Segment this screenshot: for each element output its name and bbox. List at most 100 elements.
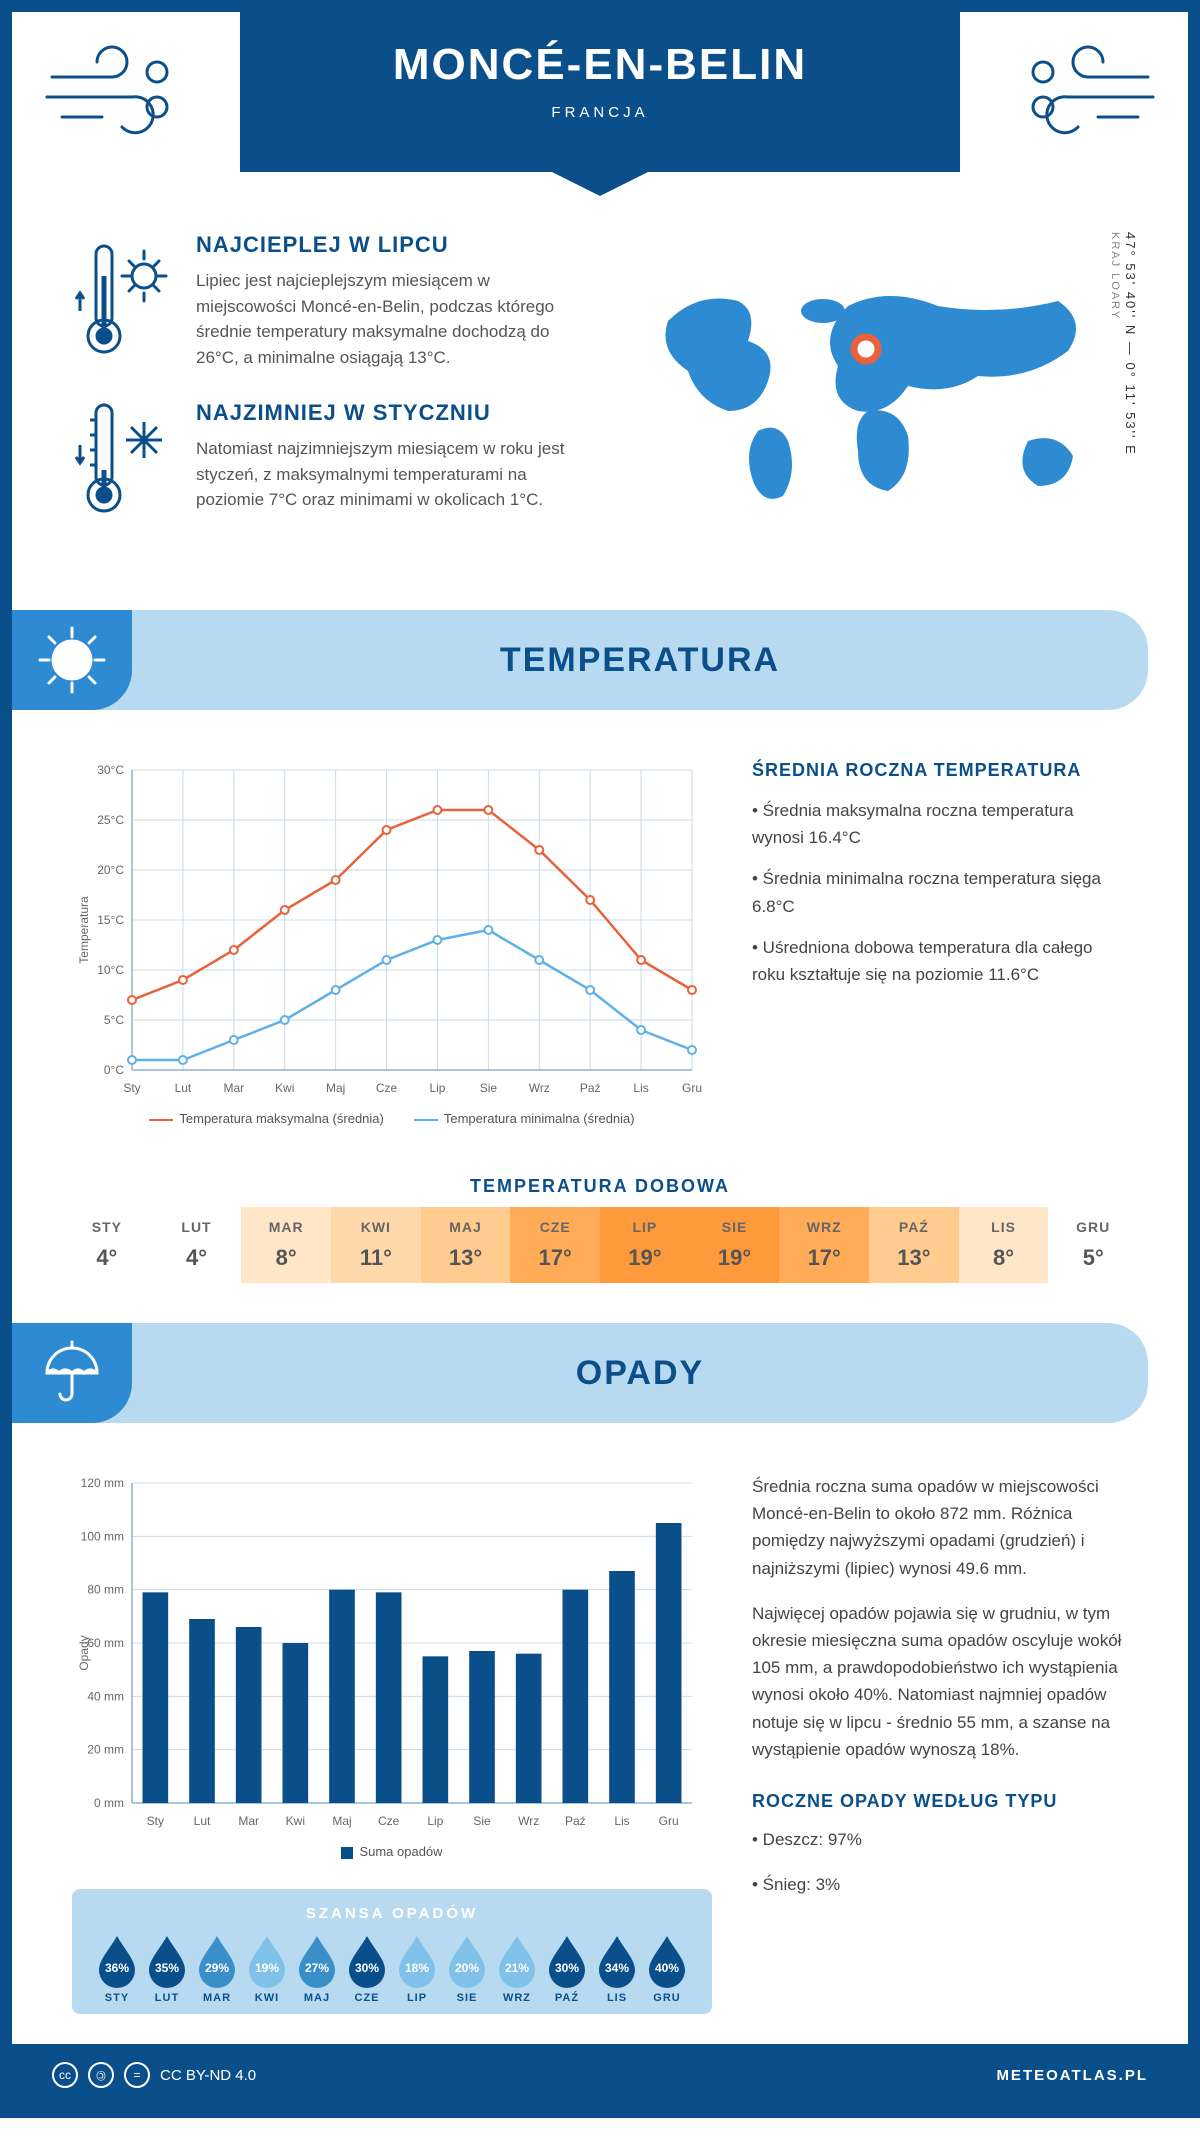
svg-text:100 mm: 100 mm bbox=[81, 1529, 124, 1543]
precipitation-summary: Średnia roczna suma opadów w miejscowośc… bbox=[752, 1473, 1128, 2014]
license-text: CC BY-ND 4.0 bbox=[160, 2067, 256, 2084]
coldest-block: NAJZIMNIEJ W STYCZNIU Natomiast najzimni… bbox=[72, 400, 588, 520]
header-ribbon: MONCÉ-EN-BELIN FRANCJA bbox=[12, 12, 1188, 172]
chance-drop: 30% PAŹ bbox=[542, 1934, 592, 2004]
svg-text:Maj: Maj bbox=[332, 1814, 351, 1828]
svg-text:25°C: 25°C bbox=[97, 813, 124, 827]
svg-text:30%: 30% bbox=[355, 1961, 379, 1975]
svg-text:Maj: Maj bbox=[326, 1081, 345, 1095]
precipitation-type-heading: ROCZNE OPADY WEDŁUG TYPU bbox=[752, 1787, 1128, 1816]
precipitation-chart-legend: Suma opadów bbox=[72, 1844, 712, 1859]
svg-text:20%: 20% bbox=[455, 1961, 479, 1975]
temperature-summary-heading: ŚREDNIA ROCZNA TEMPERATURA bbox=[752, 760, 1128, 781]
svg-text:Sty: Sty bbox=[147, 1814, 164, 1828]
precipitation-text: Najwięcej opadów pojawia się w grudniu, … bbox=[752, 1600, 1128, 1763]
svg-text:27%: 27% bbox=[305, 1961, 329, 1975]
precipitation-type-line: • Deszcz: 97% bbox=[752, 1826, 1128, 1853]
footer: cc 🄯 = CC BY-ND 4.0 METEOATLAS.PL bbox=[12, 2044, 1188, 2106]
svg-text:Lip: Lip bbox=[429, 1081, 445, 1095]
svg-text:Temperatura: Temperatura bbox=[77, 896, 91, 964]
svg-text:Cze: Cze bbox=[378, 1814, 400, 1828]
infographic-page: MONCÉ-EN-BELIN FRANCJA bbox=[0, 0, 1200, 2118]
coordinates-label: 47° 53' 40'' N — 0° 11' 53'' E KRAJ LOAR… bbox=[1108, 232, 1138, 472]
chance-drop: 29% MAR bbox=[192, 1934, 242, 2004]
world-map-icon bbox=[648, 271, 1108, 511]
daily-temp-title: TEMPERATURA DOBOWA bbox=[12, 1156, 1188, 1207]
chance-drop: 18% LIP bbox=[392, 1934, 442, 2004]
chance-drop: 34% LIS bbox=[592, 1934, 642, 2004]
intro-row: NAJCIEPLEJ W LIPCU Lipiec jest najcieple… bbox=[12, 172, 1188, 590]
city-name: MONCÉ-EN-BELIN bbox=[240, 40, 960, 90]
chance-drop: 30% CZE bbox=[342, 1934, 392, 2004]
chance-drop: 20% SIE bbox=[442, 1934, 492, 2004]
svg-text:0 mm: 0 mm bbox=[94, 1796, 124, 1810]
umbrella-badge-icon bbox=[12, 1323, 132, 1423]
daily-temp-strip: STY4°LUT4°MAR8°KWI11°MAJ13°CZE17°LIP19°S… bbox=[62, 1207, 1138, 1283]
chance-drop: 35% LUT bbox=[142, 1934, 192, 2004]
svg-text:Paź: Paź bbox=[565, 1814, 586, 1828]
svg-text:40%: 40% bbox=[655, 1961, 679, 1975]
svg-text:Gru: Gru bbox=[682, 1081, 702, 1095]
cc-nd-icon: = bbox=[124, 2062, 150, 2088]
svg-text:Kwi: Kwi bbox=[275, 1081, 294, 1095]
section-banner-temperature: TEMPERATURA bbox=[12, 610, 1148, 710]
precipitation-type-line: • Śnieg: 3% bbox=[752, 1871, 1128, 1898]
temperature-summary: ŚREDNIA ROCZNA TEMPERATURA • Średnia mak… bbox=[752, 760, 1128, 1126]
country-name: FRANCJA bbox=[240, 104, 960, 121]
daily-temp-cell: STY4° bbox=[62, 1207, 152, 1283]
section-title-precipitation: OPADY bbox=[132, 1354, 1148, 1393]
warmest-block: NAJCIEPLEJ W LIPCU Lipiec jest najcieple… bbox=[72, 232, 588, 370]
temperature-summary-line: • Uśredniona dobowa temperatura dla całe… bbox=[752, 934, 1128, 988]
precipitation-text: Średnia roczna suma opadów w miejscowośc… bbox=[752, 1473, 1128, 1582]
svg-text:Lis: Lis bbox=[633, 1081, 648, 1095]
temperature-summary-line: • Średnia maksymalna roczna temperatura … bbox=[752, 797, 1128, 851]
temperature-chart-legend: Temperatura maksymalna (średnia) Tempera… bbox=[72, 1111, 712, 1126]
svg-text:20°C: 20°C bbox=[97, 863, 124, 877]
svg-text:Cze: Cze bbox=[376, 1081, 398, 1095]
svg-text:80 mm: 80 mm bbox=[87, 1583, 124, 1597]
chance-drop: 40% GRU bbox=[642, 1934, 692, 2004]
daily-temp-cell: PAŹ13° bbox=[869, 1207, 959, 1283]
precipitation-chance-panel: SZANSA OPADÓW 36% STY 35% LUT 29% MAR 19… bbox=[72, 1889, 712, 2014]
svg-text:36%: 36% bbox=[105, 1961, 129, 1975]
daily-temp-cell: LUT4° bbox=[152, 1207, 242, 1283]
svg-text:60 mm: 60 mm bbox=[87, 1636, 124, 1650]
svg-text:19%: 19% bbox=[255, 1961, 279, 1975]
precipitation-bar-chart: 0 mm20 mm40 mm60 mm80 mm100 mm120 mmOpad… bbox=[72, 1473, 712, 2014]
daily-temp-cell: MAR8° bbox=[241, 1207, 331, 1283]
sun-badge-icon bbox=[12, 610, 132, 710]
map-panel: 47° 53' 40'' N — 0° 11' 53'' E KRAJ LOAR… bbox=[628, 232, 1128, 550]
svg-text:0°C: 0°C bbox=[104, 1063, 124, 1077]
svg-text:18%: 18% bbox=[405, 1961, 429, 1975]
temperature-summary-line: • Średnia minimalna roczna temperatura s… bbox=[752, 865, 1128, 919]
svg-text:Lip: Lip bbox=[427, 1814, 443, 1828]
svg-text:35%: 35% bbox=[155, 1961, 179, 1975]
daily-temp-cell: SIE19° bbox=[690, 1207, 780, 1283]
svg-text:Lut: Lut bbox=[194, 1814, 211, 1828]
daily-temp-cell: GRU5° bbox=[1048, 1207, 1138, 1283]
svg-text:Gru: Gru bbox=[659, 1814, 679, 1828]
svg-text:Sty: Sty bbox=[123, 1081, 140, 1095]
location-marker-icon bbox=[854, 337, 878, 361]
chance-drop: 27% MAJ bbox=[292, 1934, 342, 2004]
section-banner-precipitation: OPADY bbox=[12, 1323, 1148, 1423]
svg-text:Kwi: Kwi bbox=[286, 1814, 305, 1828]
section-title-temperature: TEMPERATURA bbox=[132, 641, 1148, 680]
temperature-line-chart: 0°C5°C10°C15°C20°C25°C30°CStyLutMarKwiMa… bbox=[72, 760, 712, 1126]
svg-text:Lut: Lut bbox=[175, 1081, 192, 1095]
site-name: METEOATLAS.PL bbox=[996, 2067, 1148, 2084]
daily-temp-cell: KWI11° bbox=[331, 1207, 421, 1283]
svg-text:30°C: 30°C bbox=[97, 763, 124, 777]
warmest-title: NAJCIEPLEJ W LIPCU bbox=[196, 232, 588, 258]
svg-text:34%: 34% bbox=[605, 1961, 629, 1975]
svg-text:30%: 30% bbox=[555, 1961, 579, 1975]
daily-temp-cell: WRZ17° bbox=[779, 1207, 869, 1283]
svg-text:120 mm: 120 mm bbox=[81, 1476, 124, 1490]
chance-title: SZANSA OPADÓW bbox=[92, 1905, 692, 1922]
svg-text:Sie: Sie bbox=[473, 1814, 491, 1828]
license-block: cc 🄯 = CC BY-ND 4.0 bbox=[52, 2062, 256, 2088]
wind-deco-left-icon bbox=[42, 42, 182, 142]
svg-text:Lis: Lis bbox=[614, 1814, 629, 1828]
svg-text:Opady: Opady bbox=[77, 1635, 91, 1670]
svg-text:10°C: 10°C bbox=[97, 963, 124, 977]
